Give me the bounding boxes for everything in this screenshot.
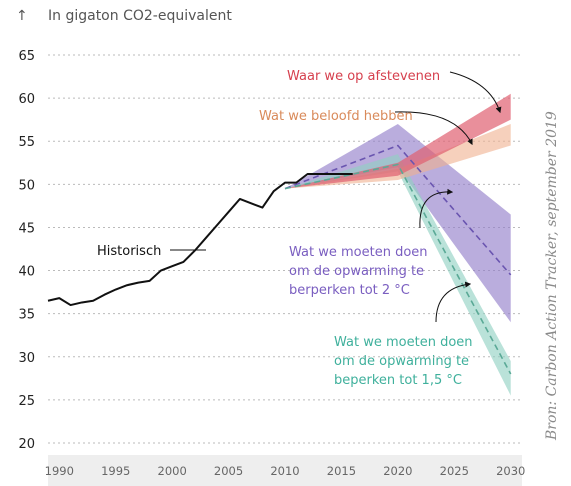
arrow-one-five-degree — [435, 281, 472, 323]
label-two-degree: Wat we moeten doen om de opwarming te berp… — [289, 245, 428, 298]
x-axis-band — [48, 455, 522, 486]
y-tick-label: 50 — [18, 178, 35, 193]
source-label: Bron: Carbon Action Tracker, september 2… — [544, 111, 560, 441]
historical-series: Historisch — [47, 172, 353, 307]
x-tick-label: 2010 — [270, 464, 299, 478]
band-current-policy — [285, 93, 511, 189]
y-tick-label: 20 — [18, 437, 35, 452]
x-axis-ticks: 1990 1995 2000 2005 2010 2015 2020 2025 2030 — [45, 464, 526, 478]
x-tick-label: 2000 — [158, 464, 187, 478]
unit-header: ↑ In gigaton CO2-equivalent — [16, 8, 232, 24]
median-one-five-degree — [284, 163, 512, 375]
y-axis-ticks: 20 25 30 35 40 45 50 55 60 65 — [18, 49, 35, 452]
annotation-arrows — [394, 71, 502, 323]
label-one-five-degree: Wat we moeten doen om de opwarming te bepe… — [334, 335, 473, 388]
x-tick-label: 2005 — [214, 464, 243, 478]
x-tick-label: 2020 — [383, 464, 412, 478]
label-current-policy: Waar we op afstevenen — [287, 69, 440, 84]
y-tick-label: 60 — [18, 92, 35, 107]
x-tick-label: 2025 — [440, 464, 469, 478]
y-tick-label: 30 — [18, 351, 35, 366]
y-tick-label: 35 — [18, 308, 35, 323]
x-tick-label: 2030 — [496, 464, 525, 478]
arrow-pledges — [394, 111, 473, 146]
y-tick-label: 25 — [18, 394, 35, 409]
historical-line — [47, 172, 353, 307]
y-tick-label: 45 — [18, 221, 35, 236]
x-tick-label: 1990 — [45, 464, 74, 478]
label-pledges: Wat we beloofd hebben — [259, 109, 413, 124]
x-tick-label: 2015 — [327, 464, 356, 478]
x-tick-label: 1995 — [101, 464, 130, 478]
y-tick-label: 65 — [18, 49, 35, 64]
y-tick-label: 40 — [18, 265, 35, 280]
arrow-current-policy — [449, 71, 502, 114]
up-arrow-icon: ↑ — [16, 8, 28, 24]
unit-label: In gigaton CO2-equivalent — [48, 8, 232, 24]
arrow-two-degree — [419, 188, 454, 229]
scenario-labels: Waar we op afstevenen Wat we beloofd hebb… — [259, 69, 473, 388]
y-tick-label: 55 — [18, 135, 35, 150]
historical-label: Historisch — [97, 244, 161, 259]
